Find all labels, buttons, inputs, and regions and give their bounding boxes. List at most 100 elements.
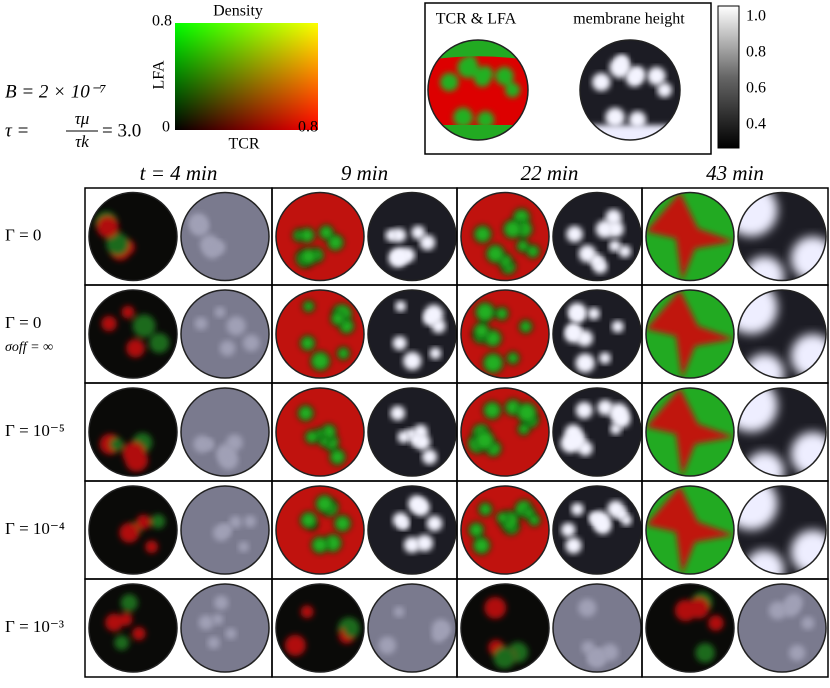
spot — [299, 511, 318, 530]
height-spot — [426, 515, 443, 532]
circle-outline — [88, 387, 178, 477]
spot — [126, 338, 145, 358]
circle-outline — [645, 387, 735, 477]
height-spot — [611, 320, 624, 333]
colorbar-tick-label: 0.6 — [746, 80, 766, 97]
blobs — [467, 398, 540, 457]
circle-outline — [552, 387, 642, 477]
height-spot — [565, 323, 581, 339]
spot — [310, 535, 329, 554]
tcr-lfa-image — [461, 388, 549, 476]
tcr-lfa-image — [461, 486, 549, 574]
height-spot — [238, 541, 249, 553]
panel-frame — [641, 578, 829, 678]
white-region — [738, 388, 778, 433]
colormap-title: Density — [213, 3, 263, 20]
spot — [502, 219, 523, 240]
height-spot — [788, 644, 806, 662]
spot — [284, 634, 306, 656]
circle-outline — [645, 191, 735, 282]
circle-outline — [88, 485, 178, 575]
spot — [145, 540, 159, 554]
colormap-origin: 0 — [162, 119, 170, 136]
spot — [495, 66, 514, 86]
spot — [695, 643, 715, 663]
height-spot — [203, 438, 215, 450]
tcr-lfa-image — [89, 388, 177, 476]
blob — [646, 486, 734, 574]
height-spot — [390, 405, 406, 421]
height-spot — [419, 234, 436, 251]
circle-outline — [460, 191, 550, 282]
spot — [484, 596, 507, 619]
membrane-image — [368, 388, 456, 476]
colorbar — [717, 5, 740, 149]
image-bg — [368, 192, 456, 281]
spot — [114, 635, 130, 651]
spot — [302, 299, 316, 313]
height-spot — [244, 515, 257, 528]
spot — [299, 227, 316, 244]
membrane-image — [580, 40, 680, 140]
colorbar-ticks: 1.0 0.8 0.6 0.4 — [746, 8, 766, 133]
height-spot — [378, 636, 397, 655]
tcr-lfa-image — [89, 290, 177, 378]
circle-outline — [552, 289, 642, 379]
spot — [473, 69, 492, 87]
circle-outline — [275, 289, 365, 379]
spot — [300, 605, 314, 619]
white-region — [738, 486, 778, 531]
height-spot — [207, 636, 220, 649]
spot — [527, 513, 541, 527]
circle-outline — [367, 191, 457, 282]
spot — [110, 437, 124, 451]
height-spot — [194, 317, 208, 331]
circle-outline — [460, 289, 550, 379]
height-spot — [190, 217, 209, 237]
height-spot — [403, 351, 422, 371]
circle-outline — [552, 191, 642, 282]
tcr-lfa-image — [461, 290, 549, 378]
membrane-image — [553, 192, 641, 281]
param-tau-rhs: = 3.0 — [102, 120, 141, 141]
height-spot — [578, 245, 597, 263]
spot — [493, 646, 516, 669]
circle-outline — [427, 39, 529, 141]
blobs — [471, 301, 533, 374]
tcr-lfa-image — [89, 486, 177, 574]
height-spot — [781, 599, 800, 617]
height-spot — [200, 234, 219, 254]
spot — [485, 244, 506, 264]
spot — [517, 422, 531, 436]
height-spot — [595, 220, 614, 239]
spot — [119, 612, 133, 626]
spot — [473, 224, 492, 244]
white-region — [744, 451, 785, 476]
circle-outline — [645, 289, 735, 379]
column-header: t = 4 min — [140, 161, 218, 185]
circle-outline — [737, 289, 827, 379]
circle-outline — [275, 583, 365, 673]
row-label: Γ = 0 — [5, 313, 41, 332]
membrane-image — [553, 584, 641, 672]
membrane-image — [181, 388, 269, 476]
legend-box — [424, 2, 712, 155]
height-spot — [567, 430, 587, 450]
white-region — [738, 290, 778, 335]
spot — [482, 400, 502, 420]
spot — [299, 335, 316, 352]
membrane-image — [181, 486, 269, 574]
height-spot — [423, 311, 437, 326]
row-sublabel: σoff = ∞ — [5, 340, 53, 355]
spot — [468, 521, 485, 538]
circle-outline — [275, 387, 365, 477]
height-spot — [403, 536, 420, 553]
tcr-lfa-image — [646, 486, 734, 574]
spot — [482, 352, 504, 374]
spot — [106, 232, 129, 256]
spot — [472, 536, 491, 555]
membrane-image — [738, 486, 826, 574]
height-spot — [609, 403, 629, 423]
spot — [132, 314, 156, 338]
circle-outline — [645, 583, 735, 673]
